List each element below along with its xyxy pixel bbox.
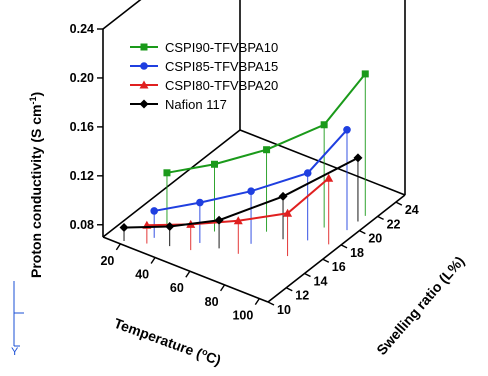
x-tick-mark <box>150 257 156 264</box>
data-point <box>196 198 204 207</box>
z-tick-label: 0.08 <box>70 218 94 232</box>
z-axis-title: Proton conductivity (S cm-1) <box>28 92 44 278</box>
data-point <box>343 125 351 134</box>
tick-labels: 0.08 0.12 0.16 0.20 0.24 20 40 60 80 100 10 12 14 16 1… <box>70 22 419 323</box>
y-tick-label: 20 <box>368 232 382 246</box>
z-tick-label: 0.12 <box>70 169 94 183</box>
x-tick-label: 60 <box>170 281 184 295</box>
y-axis-title: Swelling ratio (L%) <box>373 253 467 358</box>
y-tick-label: 18 <box>350 246 364 260</box>
data-point <box>324 173 334 182</box>
y-tick-mark <box>340 244 348 249</box>
data-point <box>210 160 218 168</box>
data-point <box>119 223 129 233</box>
data-point <box>163 169 171 177</box>
x-tick-label: 40 <box>135 268 149 282</box>
x-tick-label: 20 <box>100 254 114 268</box>
legend-label: CSPI80-TFVBPA20 <box>165 78 278 93</box>
y-tick-mark <box>359 230 366 235</box>
y-axis-line-front <box>267 194 406 303</box>
x-axis-title: Temperature (oC) <box>112 315 223 369</box>
legend-swatch-marker <box>139 80 149 89</box>
x-tick-mark <box>254 298 260 305</box>
x-tick-mark <box>185 270 191 278</box>
data-point <box>353 153 363 163</box>
z-tick-label: 0.24 <box>70 22 94 36</box>
x-tick-label: 100 <box>232 309 253 323</box>
y-tick-label: 10 <box>277 303 291 317</box>
data-point <box>283 208 293 217</box>
y-tick-mark <box>304 272 311 278</box>
data-point <box>165 222 175 232</box>
y-tick-mark <box>267 301 275 306</box>
y-axis-line-left <box>102 129 241 238</box>
y-tick-label: 16 <box>332 260 346 274</box>
y-tick-label: 24 <box>405 203 419 217</box>
legend-label: Nafion 117 <box>165 97 227 112</box>
z-tick-label: 0.16 <box>70 120 94 134</box>
data-point <box>278 191 288 201</box>
y-axis-line-back <box>239 129 406 196</box>
axis-widget: Y <box>11 281 24 358</box>
legend-swatch-marker <box>139 99 149 109</box>
legend-swatch-marker <box>140 43 148 51</box>
legend-label: CSPI85-TFVBPA15 <box>165 59 278 74</box>
y-axis-widget-label: Y <box>11 346 19 358</box>
data-point <box>214 215 224 225</box>
data-point <box>263 146 271 154</box>
data-point <box>150 207 158 215</box>
y-tick-mark <box>285 287 293 292</box>
x-axis-line <box>102 236 269 303</box>
chart-frame <box>97 0 406 306</box>
y-tick-label: 22 <box>387 217 401 231</box>
data-point <box>320 121 328 129</box>
data-point <box>233 216 243 225</box>
series-layer <box>119 70 369 233</box>
y-tick-label: 12 <box>295 289 309 303</box>
z-tick-label: 0.20 <box>70 71 94 85</box>
data-point <box>361 70 369 78</box>
data-point <box>303 169 312 177</box>
x-tick-mark <box>219 284 226 292</box>
legend-label: CSPI90-TFVBPA10 <box>165 40 278 55</box>
left-top-edge <box>102 0 142 30</box>
x-tick-label: 80 <box>205 295 219 309</box>
data-point <box>247 187 255 196</box>
y-tick-mark <box>377 215 384 221</box>
y-tick-mark <box>395 201 403 206</box>
legend: CSPI90-TFVBPA10 CSPI85-TFVBPA15 CSPI80-TFV… <box>130 40 278 112</box>
x-tick-mark <box>115 243 121 251</box>
y-tick-mark <box>322 258 330 263</box>
y-tick-label: 14 <box>314 274 328 288</box>
legend-swatch-marker <box>140 62 148 70</box>
